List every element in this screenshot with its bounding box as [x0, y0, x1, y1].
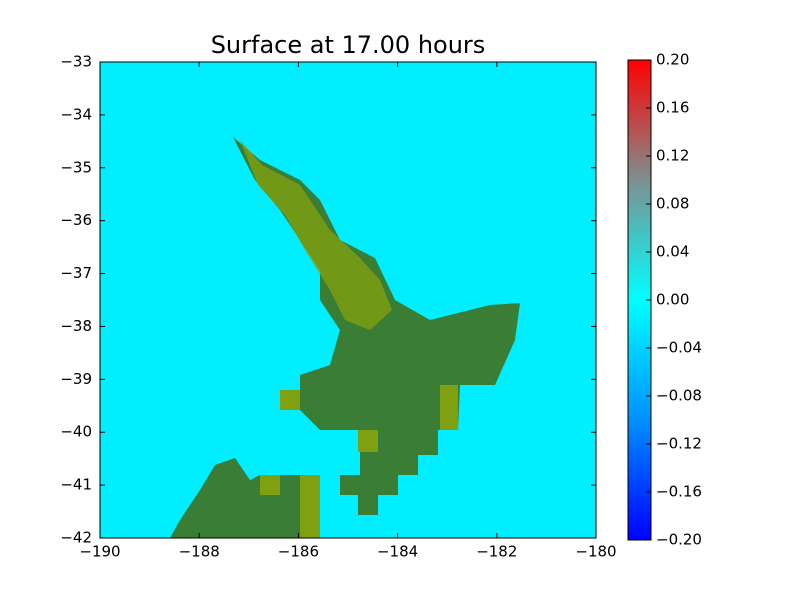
y-tick-label: −34: [60, 105, 92, 123]
land-patch: [260, 475, 280, 495]
colorbar-tick-label: −0.20: [656, 531, 702, 549]
colorbar-tick-label: 0.08: [656, 195, 689, 213]
x-tick-label: −184: [377, 543, 418, 561]
plot-frame: [99, 61, 597, 539]
y-tick-label: −33: [60, 53, 92, 71]
chart-title: Surface at 17.00 hours: [211, 31, 486, 59]
colorbar-tick-label: 0.00: [656, 291, 689, 309]
y-tick-label: −35: [60, 158, 92, 176]
y-tick-label: −39: [60, 370, 92, 388]
land: [170, 137, 520, 538]
colorbar-tick-label: 0.20: [656, 51, 689, 69]
colorbar-tick-label: 0.12: [656, 147, 689, 165]
colorbar-tick-label: −0.04: [656, 339, 702, 357]
northland-terrain: [240, 140, 392, 330]
colorbar-tick-label: −0.16: [656, 483, 702, 501]
x-tick-label: −186: [278, 543, 319, 561]
y-tick-label: −36: [60, 211, 92, 229]
colorbar-tick-label: −0.08: [656, 387, 702, 405]
y-tick-label: −37: [60, 264, 92, 282]
x-tick-label: −182: [476, 543, 517, 561]
y-tick-label: −38: [60, 317, 92, 335]
colorbar-tick-label: −0.12: [656, 435, 702, 453]
land-patch: [280, 390, 300, 410]
land-patch: [440, 385, 458, 430]
x-tick-label: −190: [79, 543, 120, 561]
colorbar-tick-label: 0.16: [656, 99, 689, 117]
y-tick-label: −40: [60, 423, 92, 441]
land-patch: [300, 475, 320, 538]
y-tick-label: −42: [60, 529, 92, 547]
x-tick-label: −188: [179, 543, 220, 561]
y-tick-label: −41: [60, 476, 92, 494]
land-patch: [358, 430, 378, 452]
colorbar-tick-label: 0.04: [656, 243, 689, 261]
x-tick-label: −180: [575, 543, 616, 561]
